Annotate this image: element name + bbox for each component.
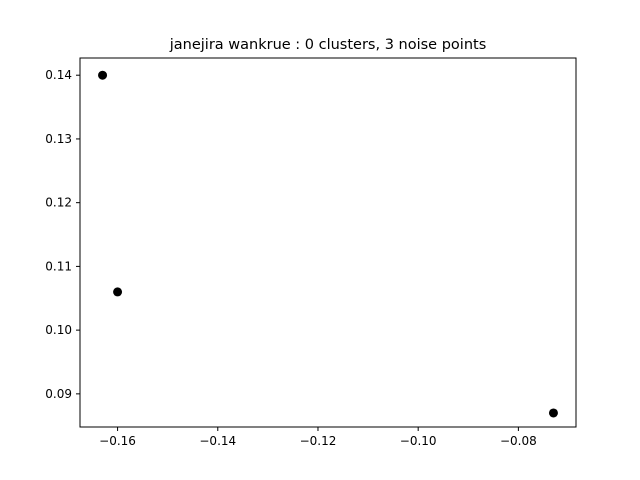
- x-axis: −0.16 −0.14 −0.12 −0.10 −0.08: [99, 427, 537, 448]
- y-axis: 0.09 0.10 0.11 0.12 0.13 0.14: [45, 68, 80, 401]
- chart-title: janejira wankrue : 0 clusters, 3 noise p…: [169, 37, 487, 53]
- y-tick-label: 0.13: [45, 132, 72, 146]
- data-points: [98, 70, 558, 418]
- x-tick-label: −0.14: [199, 434, 236, 448]
- noise-point: [113, 287, 123, 297]
- noise-point: [98, 70, 108, 80]
- y-tick-label: 0.14: [45, 68, 72, 82]
- x-tick-label: −0.08: [500, 434, 537, 448]
- noise-point: [548, 408, 558, 418]
- y-tick-label: 0.12: [45, 196, 72, 210]
- x-tick-label: −0.12: [300, 434, 337, 448]
- plot-area-frame: [79, 57, 577, 428]
- y-tick-label: 0.10: [45, 323, 72, 337]
- y-tick-label: 0.09: [45, 387, 72, 401]
- y-tick-label: 0.11: [45, 259, 72, 273]
- x-tick-label: −0.16: [99, 434, 136, 448]
- x-tick-label: −0.10: [400, 434, 437, 448]
